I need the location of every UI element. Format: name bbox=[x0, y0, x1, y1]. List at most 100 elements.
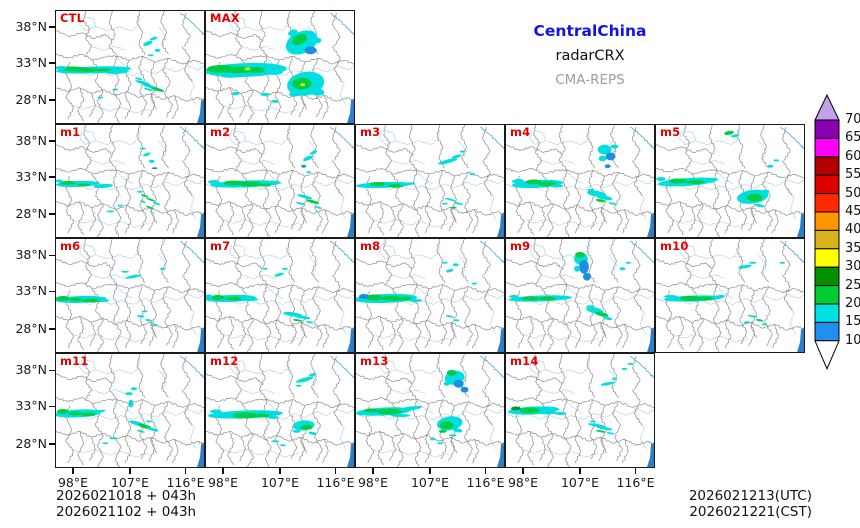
radar-echo bbox=[308, 87, 325, 96]
map-basemap bbox=[506, 239, 654, 352]
radar-echo bbox=[97, 298, 110, 302]
radar-echo bbox=[125, 392, 133, 396]
colorbar-tick-label: 45 bbox=[845, 204, 860, 219]
valid-time-cst: 2026021221(CST) bbox=[689, 504, 812, 520]
colorbar-tick-label: 35 bbox=[845, 240, 860, 256]
radar-echo bbox=[773, 159, 780, 162]
radar-echo bbox=[747, 315, 758, 318]
lon-label: 116°E bbox=[166, 475, 205, 490]
y-tick bbox=[49, 140, 55, 142]
radar-echo bbox=[141, 194, 149, 198]
radar-echo bbox=[146, 197, 156, 202]
radar-echo bbox=[56, 179, 63, 183]
radar-echo bbox=[460, 386, 469, 393]
panel-label-m7: m7 bbox=[210, 239, 231, 253]
radar-echo bbox=[263, 68, 283, 75]
map-panel-m4: m4 bbox=[505, 124, 655, 238]
radar-echo bbox=[595, 198, 606, 203]
radar-echo bbox=[430, 438, 436, 441]
panel-label-m2: m2 bbox=[210, 125, 231, 139]
y-tick bbox=[49, 328, 55, 330]
radar-echo bbox=[586, 188, 595, 191]
radar-echo bbox=[448, 434, 457, 437]
radar-echo bbox=[300, 424, 313, 430]
map-panel-m3: m3 bbox=[355, 124, 505, 238]
x-tick bbox=[634, 468, 637, 474]
radar-echo bbox=[137, 429, 145, 433]
radar-echo bbox=[363, 408, 378, 413]
radar-echo bbox=[232, 412, 259, 419]
colorbar-segment bbox=[814, 285, 840, 305]
radar-echo bbox=[438, 429, 447, 433]
radar-echo bbox=[112, 88, 119, 91]
radar-echo bbox=[761, 323, 768, 326]
map-basemap bbox=[506, 125, 654, 237]
radar-echo bbox=[141, 310, 148, 313]
radar-echo bbox=[619, 267, 626, 271]
x-tick bbox=[429, 468, 431, 474]
lon-label: 98°E bbox=[207, 475, 239, 490]
radar-echo bbox=[314, 206, 323, 209]
lat-label: 33°N bbox=[15, 283, 47, 299]
radar-echo bbox=[305, 199, 320, 204]
radar-echo bbox=[109, 437, 118, 440]
x-tick bbox=[334, 468, 337, 474]
lat-label: 33°N bbox=[15, 169, 47, 184]
radar-echo bbox=[453, 379, 464, 388]
panel-label-m10: m10 bbox=[660, 239, 689, 253]
radar-echo bbox=[685, 180, 706, 184]
radar-echo bbox=[605, 152, 616, 161]
map-basemap bbox=[206, 354, 354, 467]
lat-label: 28°N bbox=[15, 92, 47, 108]
y-tick bbox=[49, 290, 55, 293]
radar-echo bbox=[280, 444, 286, 447]
map-basemap bbox=[56, 354, 204, 467]
radar-echo bbox=[743, 321, 750, 324]
radar-echo bbox=[306, 171, 312, 174]
radar-echo bbox=[444, 197, 457, 202]
radar-echo bbox=[697, 296, 714, 301]
radar-echo bbox=[225, 296, 242, 301]
radar-echo bbox=[663, 295, 678, 298]
radar-echo bbox=[608, 202, 617, 205]
x-tick bbox=[129, 468, 131, 474]
radar-echo bbox=[445, 268, 454, 273]
x-tick bbox=[279, 468, 281, 474]
lat-label: 28°N bbox=[15, 320, 47, 336]
radar-echo bbox=[598, 155, 607, 162]
radar-echo bbox=[759, 189, 770, 194]
radar-echo bbox=[746, 193, 763, 202]
map-basemap bbox=[206, 125, 354, 237]
radar-echo bbox=[117, 204, 124, 207]
x-tick bbox=[372, 468, 374, 474]
map-panel-MAX: MAX bbox=[205, 10, 355, 124]
lon-label: 107°E bbox=[110, 475, 149, 490]
radar-echo bbox=[105, 69, 129, 74]
radar-echo bbox=[148, 159, 155, 163]
radar-echo bbox=[398, 405, 422, 412]
y-tick bbox=[49, 254, 55, 256]
radar-echo bbox=[151, 167, 158, 170]
colorbar-segment bbox=[814, 248, 840, 268]
lon-label: 107°E bbox=[260, 475, 299, 490]
lat-label: 33°N bbox=[15, 398, 47, 414]
map-panel-m12: m12 bbox=[205, 353, 355, 468]
panel-label-m1: m1 bbox=[60, 125, 81, 139]
radar-echo bbox=[56, 409, 69, 414]
radar-echo bbox=[597, 144, 612, 155]
radar-echo bbox=[579, 259, 589, 274]
init-time-block: 2026021018 + 043h 2026021102 + 043h bbox=[56, 488, 196, 520]
y-tick bbox=[49, 213, 55, 215]
radar-echo bbox=[139, 147, 146, 150]
x-tick bbox=[184, 468, 187, 474]
radar-echo bbox=[459, 150, 466, 153]
radar-echo bbox=[130, 387, 137, 391]
radar-echo bbox=[308, 373, 317, 377]
radar-echo bbox=[207, 180, 220, 184]
radar-echo bbox=[128, 399, 134, 408]
panel-label-m14: m14 bbox=[510, 354, 539, 368]
radar-echo bbox=[292, 429, 301, 433]
radar-echo bbox=[610, 144, 619, 149]
radar-echo bbox=[102, 442, 109, 445]
